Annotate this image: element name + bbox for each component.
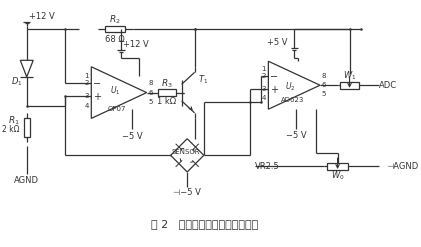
Text: 3: 3 [85, 93, 89, 99]
Text: 1: 1 [85, 73, 89, 79]
Text: $R_3$: $R_3$ [161, 77, 173, 90]
Text: SENSOR: SENSOR [171, 149, 200, 155]
Text: 1 kΩ: 1 kΩ [157, 97, 176, 106]
Text: 5: 5 [322, 91, 326, 98]
Bar [105, 26, 125, 32]
Text: 4: 4 [261, 95, 266, 101]
Text: ⊣−5 V: ⊣−5 V [173, 188, 201, 197]
Bar [158, 89, 176, 96]
Text: 2: 2 [261, 73, 266, 79]
Text: AGND: AGND [14, 176, 39, 185]
Text: +12 V: +12 V [29, 13, 54, 21]
Text: $W_1$: $W_1$ [343, 70, 356, 82]
Text: 68 Ω: 68 Ω [105, 35, 125, 44]
Text: +: + [93, 92, 101, 102]
Text: $D_1$: $D_1$ [11, 75, 22, 88]
Text: $U_2$: $U_2$ [285, 81, 296, 93]
Text: −5 V: −5 V [122, 132, 142, 141]
Text: $W_0$: $W_0$ [331, 169, 344, 182]
Text: 图 2   应变片桥路传感器接口电路: 图 2 应变片桥路传感器接口电路 [151, 219, 258, 228]
Bar [24, 118, 30, 137]
Text: ⊣AGND: ⊣AGND [386, 162, 418, 171]
Text: OP07: OP07 [108, 106, 126, 112]
Text: 6: 6 [322, 82, 326, 88]
Text: 8: 8 [148, 80, 152, 86]
Text: +: + [270, 85, 278, 95]
Text: VR2.5: VR2.5 [255, 162, 279, 171]
Text: 6: 6 [148, 90, 152, 96]
Text: +12 V: +12 V [123, 40, 149, 49]
Text: 2: 2 [85, 80, 89, 86]
Text: +5 V: +5 V [267, 38, 288, 47]
Text: 1: 1 [261, 66, 266, 72]
Text: −: − [270, 72, 278, 82]
Text: $R_1$: $R_1$ [8, 114, 19, 126]
Text: 8: 8 [322, 73, 326, 79]
Text: $R_2$: $R_2$ [109, 14, 121, 26]
Text: $U_1$: $U_1$ [110, 84, 120, 97]
Text: 2 kΩ: 2 kΩ [2, 125, 19, 134]
Text: 4: 4 [85, 103, 89, 108]
Text: AD623: AD623 [281, 97, 304, 103]
Text: 3: 3 [261, 86, 266, 92]
Text: 5: 5 [148, 99, 152, 105]
Bar [328, 163, 348, 170]
Text: ADC: ADC [379, 81, 397, 90]
Text: −: − [93, 79, 101, 89]
Text: $T_1$: $T_1$ [198, 73, 208, 86]
Text: −5 V: −5 V [286, 131, 306, 141]
Bar [340, 82, 359, 89]
